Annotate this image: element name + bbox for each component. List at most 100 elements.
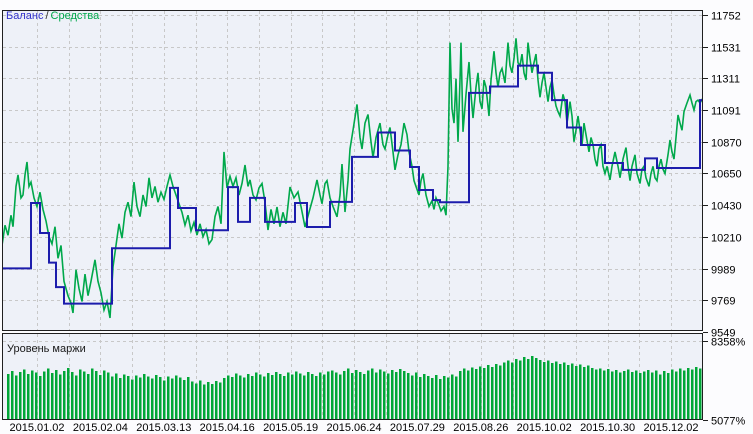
main-panel-frame xyxy=(2,10,703,331)
margin-level-bar xyxy=(227,375,230,419)
margin-level-bar xyxy=(591,367,594,419)
margin-level-bar xyxy=(119,377,122,419)
margin-level-bar xyxy=(283,376,286,419)
margin-level-bar xyxy=(95,370,98,419)
margin-level-bar xyxy=(87,373,90,419)
margin-level-bar xyxy=(523,357,526,419)
margin-level-bar xyxy=(215,380,218,419)
margin-level-bar xyxy=(291,374,294,419)
margin-level-bar xyxy=(43,371,46,419)
margin-level-bar xyxy=(467,370,470,419)
margin-level-bar xyxy=(11,371,14,419)
margin-level-bar xyxy=(35,372,38,419)
margin-level-bar xyxy=(451,374,454,419)
y-axis-tick-label: 11091 xyxy=(711,106,741,118)
margin-level-bar xyxy=(463,368,466,419)
margin-level-bar xyxy=(343,371,346,419)
margin-level-bar xyxy=(415,372,418,419)
margin-level-bar xyxy=(599,368,602,419)
margin-level-bar xyxy=(231,377,234,419)
margin-level-bar xyxy=(135,375,138,419)
margin-level-bar xyxy=(579,364,582,419)
margin-level-bar xyxy=(483,368,486,419)
margin-level-bar xyxy=(31,370,34,419)
margin-panel-label: Уровень маржи xyxy=(7,343,86,355)
margin-level-bar xyxy=(455,376,458,419)
margin-level-bar xyxy=(151,378,154,419)
margin-level-bar xyxy=(371,368,374,419)
y-axis-tick-label: 9769 xyxy=(711,296,735,308)
margin-level-bar xyxy=(475,369,478,419)
margin-level-bar xyxy=(175,375,178,419)
margin-level-bar xyxy=(159,377,162,419)
margin-level-bar xyxy=(387,373,390,419)
margin-level-bar xyxy=(423,374,426,419)
margin-level-bar xyxy=(435,375,438,419)
margin-level-bar xyxy=(543,361,546,419)
margin-level-bar xyxy=(99,375,102,419)
margin-level-bar xyxy=(395,372,398,419)
margin-level-bar xyxy=(507,360,510,419)
margin-level-bar xyxy=(275,372,278,419)
margin-level-bar xyxy=(143,373,146,419)
margin-level-bar xyxy=(491,366,494,419)
margin-level-bar xyxy=(59,374,62,419)
margin-level-bar xyxy=(519,360,522,419)
margin-level-bar xyxy=(139,377,142,419)
margin-level-bar xyxy=(583,366,586,419)
margin-level-bar xyxy=(643,371,646,419)
margin-level-bar xyxy=(23,369,26,419)
margin-level-bar xyxy=(687,367,690,419)
margin-level-bar xyxy=(83,371,86,419)
margin-level-bar xyxy=(603,370,606,419)
margin-level-bar xyxy=(331,370,334,419)
margin-level-bar xyxy=(547,360,550,419)
margin-level-bar xyxy=(107,372,110,419)
margin-level-bar xyxy=(667,372,670,419)
margin-level-bar xyxy=(111,376,114,419)
y-axis-tick-label: 10870 xyxy=(711,138,742,150)
margin-level-bar xyxy=(235,373,238,419)
x-axis-date-label: 2015.03.13 xyxy=(136,422,191,434)
margin-level-bar xyxy=(359,372,362,419)
margin-level-bar xyxy=(587,365,590,419)
margin-level-bar xyxy=(375,372,378,419)
margin-level-bar xyxy=(383,371,386,419)
margin-level-bar xyxy=(191,381,194,419)
margin-level-bar xyxy=(287,372,290,419)
margin-level-bar xyxy=(207,381,210,419)
margin-level-bar xyxy=(355,370,358,419)
margin-level-bar xyxy=(535,358,538,419)
x-axis-date-label: 2015.10.30 xyxy=(580,422,635,434)
margin-level-bar xyxy=(447,377,450,419)
margin-level-bar xyxy=(167,376,170,419)
margin-level-bar xyxy=(531,356,534,419)
margin-level-bar xyxy=(51,372,54,419)
margin-level-bar xyxy=(195,383,198,419)
margin-level-bar xyxy=(567,364,570,419)
margin-level-bar xyxy=(639,373,642,419)
margin-level-bar xyxy=(407,373,410,419)
margin-level-bar xyxy=(63,371,66,419)
margin-level-bar xyxy=(351,373,354,419)
margin-level-bar xyxy=(311,373,314,419)
margin-level-bar xyxy=(615,370,618,419)
y-axis-tick-label: 11531 xyxy=(711,43,741,55)
margin-level-bar xyxy=(183,379,186,419)
margin-level-bar xyxy=(559,363,562,419)
y-axis-tick-label: 9989 xyxy=(711,265,735,277)
margin-level-bar xyxy=(555,361,558,419)
margin-level-bar xyxy=(303,375,306,419)
margin-level-bar xyxy=(75,375,78,419)
y-axis-tick-label: 9549 xyxy=(711,328,735,340)
x-axis-date-label: 2015.08.26 xyxy=(453,422,508,434)
margin-level-bar xyxy=(55,369,58,419)
x-axis-date-label: 2015.07.29 xyxy=(390,422,445,434)
margin-level-bar xyxy=(203,384,206,419)
margin-level-bar xyxy=(647,370,650,419)
margin-level-bar xyxy=(267,373,270,419)
margin-axis-tick-label: 8358% xyxy=(711,337,745,349)
margin-level-bar xyxy=(431,377,434,419)
margin-level-bar xyxy=(419,377,422,419)
